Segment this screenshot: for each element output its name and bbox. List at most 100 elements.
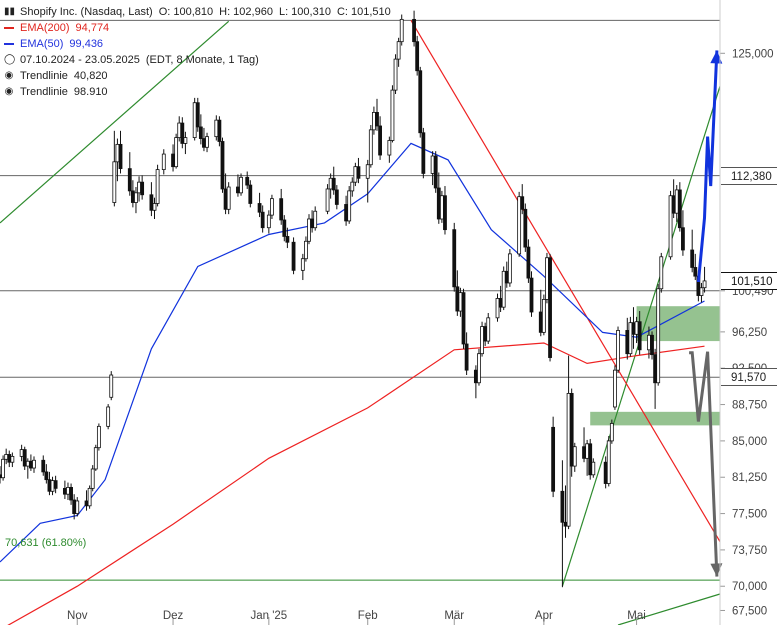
y-tick-label: 85,000 — [732, 436, 767, 448]
legend-high: H: 102,960 — [219, 6, 273, 18]
legend-open: O: 100,810 — [158, 6, 214, 18]
candle-body — [477, 353, 481, 384]
candle-body — [523, 208, 528, 248]
candle-body — [591, 461, 596, 476]
candle-body — [613, 369, 617, 408]
legend-ema50-row: EMA(50) 99,436 — [4, 36, 391, 52]
candle-body — [606, 440, 611, 484]
candle-body — [41, 459, 46, 473]
target-icon: ◉ — [4, 70, 14, 81]
candle-body — [239, 176, 243, 194]
legend-trend2-row: ◉ Trendlinie 98.910 — [4, 84, 391, 100]
y-tick-label: 73,750 — [732, 545, 767, 557]
legend-ema200-value: 94,774 — [75, 22, 110, 34]
x-tick-label: Mai — [627, 610, 646, 622]
price-tag: 91,570 — [721, 368, 777, 387]
candle-body — [538, 311, 543, 333]
candle-body — [430, 155, 435, 174]
candle-body — [155, 169, 160, 204]
y-tick-label: 77,500 — [732, 509, 767, 521]
candle-body — [356, 166, 361, 179]
y-tick-label: 67,500 — [732, 605, 767, 617]
candle-body — [659, 256, 664, 290]
candle-body — [396, 41, 401, 60]
candle-body — [214, 119, 219, 138]
projection-arrowhead — [710, 50, 723, 64]
candle-body — [473, 369, 478, 384]
candle-body — [106, 406, 111, 427]
candle-body — [72, 499, 77, 514]
candle-body — [149, 194, 154, 211]
candle-body — [90, 468, 95, 489]
candle-body — [483, 326, 488, 342]
price-tag: 101,510 — [721, 271, 777, 290]
candle-body — [455, 286, 460, 312]
candle-body — [260, 211, 265, 229]
candle-body — [300, 258, 305, 271]
trendline — [617, 593, 721, 625]
candle-body — [647, 334, 651, 351]
candle-body — [205, 136, 209, 148]
candle-body — [22, 449, 27, 467]
legend-trend1-row: ◉ Trendlinie 40,820 — [4, 68, 391, 84]
candle-body — [526, 246, 531, 279]
candle-body — [223, 188, 228, 210]
legend-ema200-row: EMA(200) 94,774 — [4, 20, 391, 36]
candle-body — [282, 219, 287, 237]
chart-legend: ▮▮ Shopify Inc. (Nasdaq, Last) O: 100,81… — [4, 4, 391, 100]
fib-level-label: 70,631 (61.80%) — [5, 537, 87, 549]
candle-body — [29, 460, 33, 469]
candle-body — [569, 393, 574, 467]
candle-body — [375, 112, 379, 127]
legend-title: Shopify Inc. (Nasdaq, Last) — [20, 6, 153, 18]
candle-body — [115, 143, 120, 163]
bullish-projection — [696, 50, 719, 283]
candle-body — [109, 374, 114, 398]
legend-title-row: ▮▮ Shopify Inc. (Nasdaq, Last) O: 100,81… — [4, 4, 391, 20]
candle-body — [520, 196, 525, 210]
x-tick-label: Feb — [358, 610, 378, 622]
candle-body — [226, 186, 231, 210]
candle-body — [572, 446, 577, 467]
candle-body — [399, 18, 404, 43]
candle-body — [501, 270, 506, 308]
candle-body — [134, 192, 138, 203]
candle-body — [548, 257, 552, 358]
candle-body — [350, 181, 355, 192]
candle-body — [631, 322, 636, 335]
candle-body — [10, 455, 15, 463]
y-tick-label: 125,000 — [732, 48, 774, 60]
candle-body — [84, 500, 89, 507]
y-tick-label: 70,000 — [732, 581, 767, 593]
price-tag: 112,380 — [721, 166, 777, 185]
candle-body — [625, 330, 630, 355]
candle-body — [192, 102, 197, 138]
candle-body — [551, 426, 556, 492]
candle-body — [671, 195, 676, 214]
candle-body — [202, 138, 206, 148]
candle-body — [50, 480, 55, 492]
candle-body — [331, 177, 336, 191]
candle-body — [677, 189, 682, 229]
candle-body — [365, 164, 370, 179]
candle-body — [566, 393, 571, 527]
legend-period: 07.10.2024 - 23.05.2025 — [20, 54, 140, 66]
candle-body — [217, 119, 222, 142]
candle-body — [307, 218, 311, 242]
candle-body — [495, 298, 500, 319]
candle-body — [668, 195, 673, 258]
candle-body — [390, 89, 395, 141]
candle-body — [486, 317, 491, 342]
candle-body — [248, 184, 253, 204]
candle-body — [130, 190, 135, 203]
candle-body — [171, 153, 175, 168]
candle-body — [353, 166, 358, 183]
trendline — [0, 20, 230, 224]
candle-body — [152, 203, 157, 211]
candle-body — [304, 240, 308, 260]
x-tick-label: Dez — [163, 610, 184, 622]
candle-body — [291, 241, 296, 271]
candle-body — [690, 249, 695, 268]
candle-body — [560, 490, 565, 523]
ema50-swatch — [4, 43, 14, 45]
